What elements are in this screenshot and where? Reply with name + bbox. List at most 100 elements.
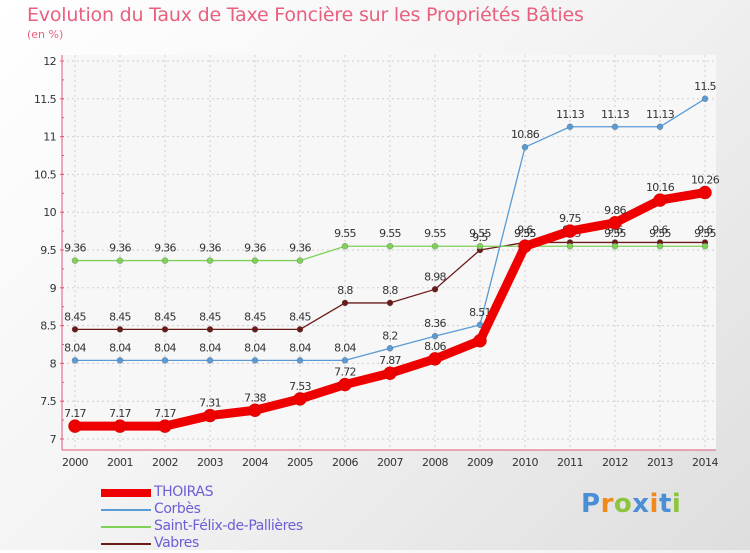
data-point-vabres	[431, 286, 439, 293]
data-label-saint-felix-de-pallieres: 9.36	[289, 242, 311, 255]
proxiti-logo: Proxiti	[581, 489, 681, 519]
legend-swatch	[101, 489, 151, 497]
x-tick-label: 2005	[287, 456, 313, 469]
data-label-thoiras: 9.86	[604, 204, 626, 217]
data-point-thoiras	[473, 333, 487, 348]
data-label-vabres: 8.45	[154, 310, 176, 323]
data-point-saint-felix-de-pallieres	[611, 243, 619, 250]
data-label-thoiras: 7.53	[289, 380, 311, 393]
data-point-saint-felix-de-pallieres	[116, 257, 124, 264]
data-point-thoiras	[338, 377, 352, 392]
legend-label: THOIRAS	[154, 484, 214, 500]
x-tick-label: 2004	[242, 456, 268, 469]
x-tick-label: 2008	[422, 456, 448, 469]
x-tick-label: 2001	[107, 456, 133, 469]
data-label-vabres: 9.6	[652, 223, 668, 236]
data-label-vabres: 8.8	[382, 284, 398, 297]
data-point-saint-felix-de-pallieres	[341, 243, 349, 250]
data-point-saint-felix-de-pallieres	[71, 257, 79, 264]
data-label-thoiras: 7.17	[109, 407, 131, 420]
data-label-saint-felix-de-pallieres: 9.55	[694, 227, 716, 240]
data-point-vabres	[71, 326, 79, 333]
data-label-saint-felix-de-pallieres: 9.55	[469, 227, 491, 240]
data-label-corbes: 8.2	[382, 329, 397, 342]
data-point-corbes	[611, 123, 619, 130]
data-label-corbes: 8.04	[334, 341, 356, 354]
y-tick-label: 7	[50, 433, 57, 446]
data-label-thoiras: 8.06	[424, 340, 446, 353]
data-label-corbes: 11.13	[556, 108, 585, 121]
data-point-corbes	[341, 357, 349, 364]
data-label-corbes: 10.86	[511, 128, 540, 141]
data-label-vabres: 8.8	[337, 284, 353, 297]
chart-subtitle: (en %)	[27, 28, 64, 41]
data-point-saint-felix-de-pallieres	[251, 257, 259, 264]
data-label-corbes: 8.04	[64, 341, 86, 354]
y-tick-label: 8.5	[40, 320, 56, 333]
y-tick-label: 10.5	[34, 168, 57, 181]
data-point-saint-felix-de-pallieres	[386, 243, 394, 250]
y-tick-label: 11.5	[34, 93, 57, 106]
data-label-saint-felix-de-pallieres: 9.36	[154, 242, 176, 255]
data-label-corbes: 8.04	[109, 341, 131, 354]
data-label-thoiras: 7.31	[199, 397, 221, 410]
logo-letter: i	[649, 489, 659, 519]
data-label-corbes: 11.13	[646, 108, 675, 121]
data-point-thoiras	[248, 403, 262, 418]
legend-label: Corbès	[154, 501, 201, 517]
data-label-vabres: 8.45	[289, 310, 311, 323]
data-point-corbes	[161, 357, 169, 364]
y-tick-label: 8	[50, 357, 57, 370]
data-point-vabres	[161, 326, 169, 333]
data-point-corbes	[521, 144, 529, 151]
x-tick-label: 2009	[467, 456, 493, 469]
data-label-saint-felix-de-pallieres: 9.55	[334, 227, 356, 240]
data-label-vabres: 8.45	[244, 310, 266, 323]
data-point-corbes	[701, 95, 709, 102]
data-label-saint-felix-de-pallieres: 9.36	[244, 242, 266, 255]
x-tick-label: 2002	[152, 456, 178, 469]
x-tick-label: 2012	[602, 456, 628, 469]
data-point-saint-felix-de-pallieres	[701, 243, 709, 250]
x-tick-label: 2007	[377, 456, 403, 469]
data-point-saint-felix-de-pallieres	[431, 243, 439, 250]
data-point-vabres	[251, 326, 259, 333]
legend-label: Saint-Félix-de-Pallières	[154, 518, 303, 534]
data-label-thoiras: 10.16	[646, 181, 675, 194]
legend-swatch	[101, 509, 151, 511]
y-tick-label: 7.5	[40, 395, 56, 408]
data-label-thoiras: 9.55	[514, 227, 536, 240]
chart-title: Evolution du Taux de Taxe Foncière sur l…	[27, 4, 584, 26]
data-point-thoiras	[68, 419, 82, 433]
data-label-vabres: 9.6	[697, 223, 713, 236]
data-point-saint-felix-de-pallieres	[296, 257, 304, 264]
logo-letter: P	[581, 489, 601, 519]
x-tick-label: 2000	[62, 456, 88, 469]
legend-label: Vabres	[154, 535, 199, 551]
data-label-thoiras: 7.17	[154, 407, 176, 420]
data-point-saint-felix-de-pallieres	[656, 243, 664, 250]
logo-letter: r	[600, 489, 614, 519]
data-point-vabres	[296, 326, 304, 333]
data-point-thoiras	[698, 185, 712, 200]
data-label-corbes: 8.36	[424, 317, 446, 330]
legend-swatch	[101, 543, 151, 545]
data-point-thoiras	[563, 224, 577, 238]
data-point-thoiras	[608, 216, 622, 230]
y-tick-label: 9	[50, 282, 57, 295]
data-label-corbes: 11.5	[694, 80, 716, 93]
x-tick-label: 2014	[692, 456, 718, 469]
data-label-corbes: 8.04	[199, 341, 221, 354]
data-label-saint-felix-de-pallieres: 9.36	[64, 242, 86, 255]
data-label-corbes: 11.13	[601, 108, 630, 121]
data-point-vabres	[206, 326, 214, 333]
data-point-thoiras	[383, 366, 397, 380]
x-tick-label: 2010	[512, 456, 538, 469]
data-point-saint-felix-de-pallieres	[161, 257, 169, 264]
data-label-vabres: 8.45	[199, 310, 221, 323]
data-point-corbes	[386, 345, 394, 352]
data-label-thoiras: 7.17	[64, 407, 86, 420]
data-point-saint-felix-de-pallieres	[566, 243, 574, 250]
data-point-saint-felix-de-pallieres	[476, 243, 484, 250]
y-tick-label: 10	[43, 206, 56, 219]
